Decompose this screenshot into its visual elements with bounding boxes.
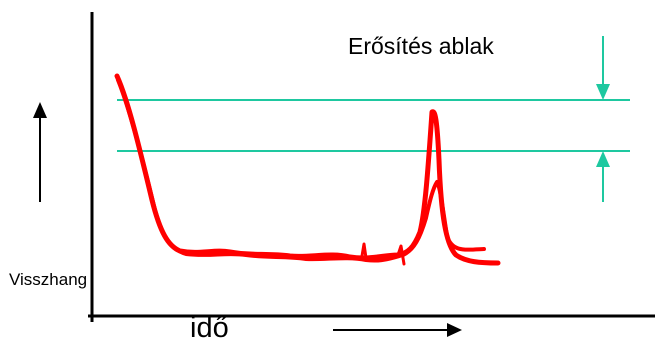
- echo-trace-stroke-1: [114, 73, 501, 266]
- gain-window-label: Erősítés ablak: [348, 33, 494, 59]
- echo-trace-stroke-2: [116, 78, 486, 263]
- echo-trace: [114, 73, 501, 266]
- x-direction-arrow-head: [447, 323, 462, 337]
- gain-window-bottom-arrow-head: [596, 151, 610, 167]
- echo-trace-blip: [360, 242, 406, 266]
- gain-window-top-arrow-head: [596, 84, 610, 100]
- y-direction-arrow-head: [33, 102, 47, 118]
- x-axis-label: idő: [190, 312, 229, 344]
- y-axis-label: Visszhang: [9, 270, 88, 289]
